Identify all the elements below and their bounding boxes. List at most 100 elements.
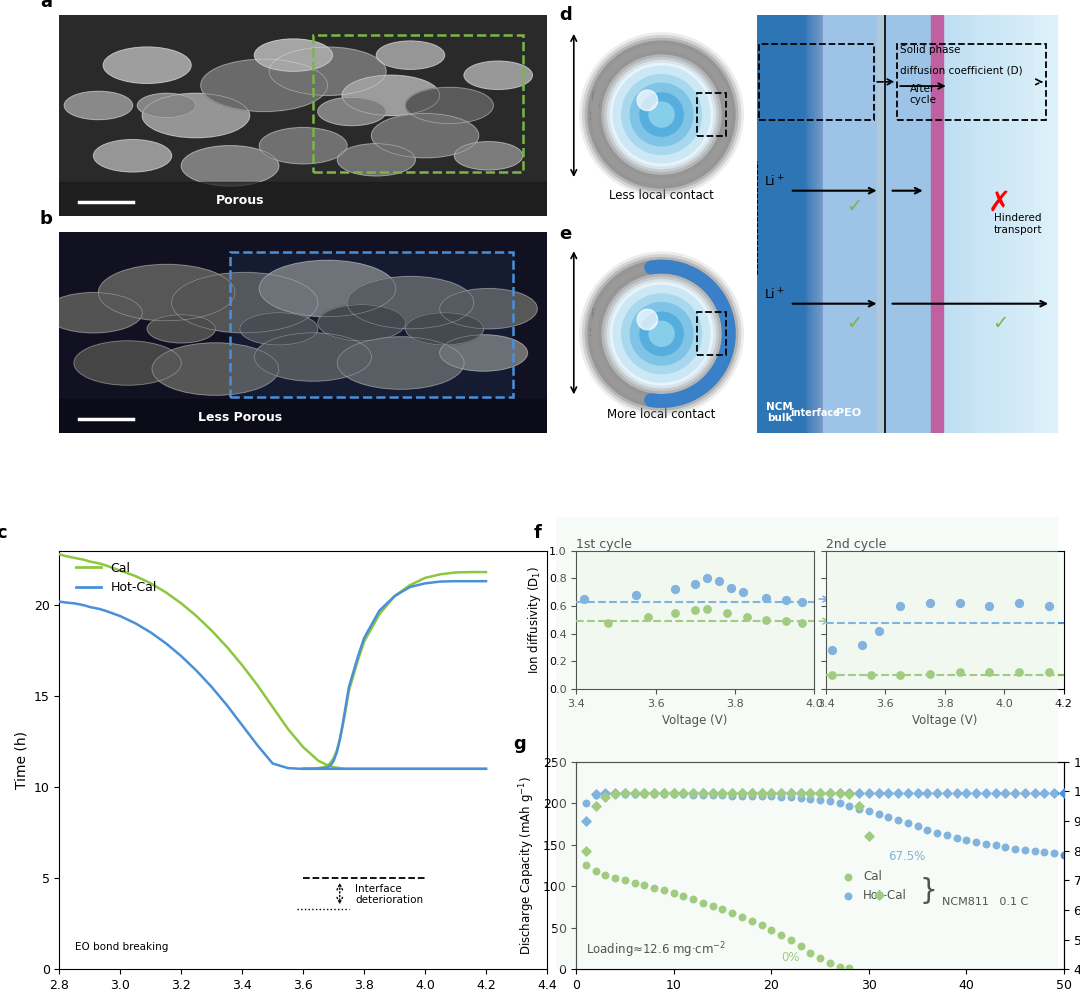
Point — [890, 785, 907, 801]
Point — [607, 786, 624, 802]
Point — [675, 786, 692, 802]
Circle shape — [637, 309, 658, 330]
Text: Porous: Porous — [216, 194, 264, 207]
Text: Li$^+$: Li$^+$ — [765, 287, 785, 302]
Point — [909, 785, 927, 801]
Text: 40 µm: 40 µm — [591, 307, 600, 338]
Point — [743, 913, 760, 929]
Point — [948, 830, 966, 846]
Point — [801, 785, 819, 801]
Y-axis label: Discharge Capacity (mAh g$^{-1}$): Discharge Capacity (mAh g$^{-1}$) — [517, 776, 537, 955]
X-axis label: Voltage (V): Voltage (V) — [913, 715, 977, 728]
Point — [733, 909, 751, 924]
Point — [694, 787, 712, 803]
Bar — [806, 15, 808, 433]
Point — [850, 785, 867, 801]
Circle shape — [613, 67, 710, 163]
Text: Solid phase: Solid phase — [900, 45, 960, 55]
Point — [890, 812, 907, 828]
Text: Less local contact: Less local contact — [609, 189, 714, 202]
Bar — [977, 15, 983, 433]
Point — [627, 586, 645, 602]
Text: ✓: ✓ — [846, 314, 863, 333]
Point — [656, 883, 673, 899]
Point — [578, 843, 595, 859]
Point — [685, 892, 702, 908]
Text: NCM
bulk: NCM bulk — [766, 402, 793, 423]
Text: diffusion coefficient (D): diffusion coefficient (D) — [900, 66, 1023, 76]
Point — [921, 666, 939, 682]
Text: d: d — [559, 6, 572, 24]
Point — [636, 786, 653, 802]
Point — [782, 785, 799, 801]
Point — [850, 798, 867, 814]
Bar — [877, 15, 885, 433]
Bar — [756, 15, 802, 433]
X-axis label: Voltage (V): Voltage (V) — [662, 715, 728, 728]
Point — [607, 785, 624, 801]
Circle shape — [147, 315, 215, 343]
Point — [1040, 664, 1057, 680]
Bar — [1017, 15, 1023, 433]
Point — [738, 609, 755, 625]
Circle shape — [104, 47, 191, 83]
Text: Li$^+$: Li$^+$ — [765, 174, 785, 190]
Point — [869, 785, 887, 801]
Point — [597, 786, 615, 802]
Point — [753, 917, 770, 933]
Bar — [967, 15, 972, 433]
Point — [968, 834, 985, 850]
Point — [704, 787, 721, 803]
Point — [675, 785, 692, 801]
Point — [862, 667, 879, 683]
Point — [588, 787, 605, 803]
Circle shape — [269, 47, 386, 95]
Bar — [949, 15, 955, 433]
Text: ✗: ✗ — [988, 189, 1011, 218]
Bar — [823, 15, 877, 433]
Point — [685, 785, 702, 801]
Point — [929, 825, 946, 841]
Point — [723, 580, 740, 596]
Point — [860, 828, 877, 844]
Text: PEO: PEO — [836, 408, 861, 417]
Point — [1040, 598, 1057, 614]
Point — [597, 785, 615, 801]
Point — [704, 785, 721, 801]
Point — [762, 785, 780, 801]
Circle shape — [640, 312, 684, 356]
Bar — [230, 252, 513, 398]
Point — [794, 614, 811, 630]
Point — [853, 637, 870, 653]
Circle shape — [172, 272, 318, 333]
Point — [772, 789, 789, 805]
Point — [718, 605, 735, 621]
Bar — [983, 15, 988, 433]
Point — [792, 785, 809, 801]
Circle shape — [605, 58, 718, 172]
Point — [1045, 785, 1063, 801]
Bar — [955, 15, 960, 433]
Bar — [1011, 15, 1017, 433]
Bar — [1034, 15, 1040, 433]
Point — [778, 613, 795, 629]
Point — [665, 885, 683, 901]
Point — [801, 791, 819, 807]
Circle shape — [44, 292, 143, 333]
Point — [794, 593, 811, 609]
Circle shape — [65, 91, 133, 119]
Circle shape — [440, 288, 537, 329]
Point — [626, 786, 644, 802]
Point — [599, 614, 617, 630]
Point — [656, 785, 673, 801]
Bar — [818, 15, 820, 433]
Point — [743, 785, 760, 801]
Point — [588, 786, 605, 802]
Bar — [1005, 15, 1011, 433]
Circle shape — [75, 341, 181, 385]
Bar — [811, 15, 814, 433]
Text: 67.5%: 67.5% — [888, 850, 926, 863]
Point — [607, 786, 624, 802]
Point — [588, 798, 605, 814]
Point — [699, 600, 716, 616]
